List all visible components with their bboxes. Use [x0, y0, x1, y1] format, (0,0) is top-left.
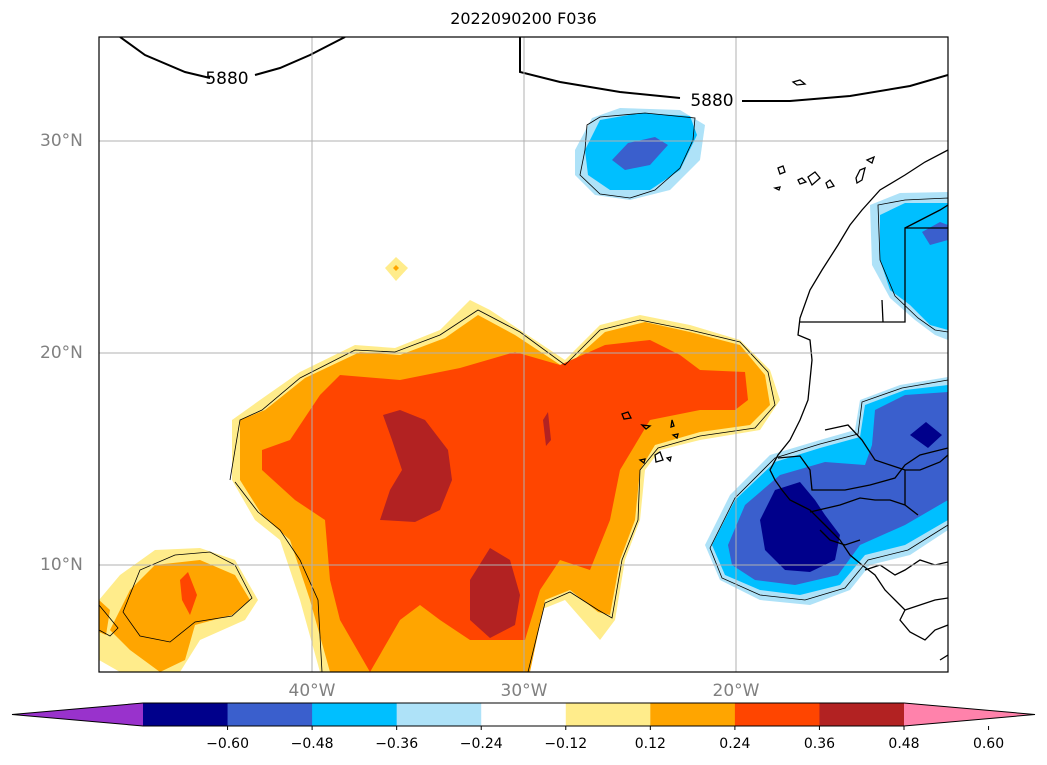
anomaly--0.48-region [760, 482, 840, 572]
anomaly-field [99, 37, 948, 672]
colorbar-swatch [650, 703, 736, 726]
grid-lines [99, 37, 948, 672]
lon-label: 20°W [712, 681, 760, 701]
colorbar-tick-label: −0.12 [544, 736, 588, 752]
colorbar [11, 702, 1036, 730]
coastline [621, 79, 948, 661]
colorbar-swatch [565, 703, 651, 726]
anomaly-0.48-region [543, 412, 551, 446]
anomaly-0.36-region [262, 340, 748, 672]
colorbar-tick-label: 0.12 [634, 736, 666, 752]
anomaly-0.24-region [110, 560, 250, 672]
colorbar-tick-label: −0.48 [290, 736, 334, 752]
colorbar-tick-label: 0.60 [972, 736, 1005, 752]
colorbar-swatch [143, 703, 229, 726]
lon-label: 40°W [288, 681, 336, 701]
colorbar-tick-label: 0.24 [719, 736, 751, 752]
colorbar-swatch [819, 703, 905, 726]
colorbar-swatch [396, 703, 482, 726]
plot-frame [98, 36, 949, 673]
height-contour-5880 [119, 37, 948, 102]
colorbar-swatch [227, 703, 313, 726]
anomaly--0.48-region [910, 422, 942, 448]
colorbar-extend-high [904, 703, 1035, 726]
colorbar-tick-label: −0.60 [206, 736, 249, 752]
contour-label: 5880 [690, 91, 733, 111]
colorbar-swatch [734, 703, 820, 726]
lat-label: 20°N [40, 343, 83, 363]
anomaly-0.36-region [180, 572, 197, 615]
colorbar-tick-label: −0.36 [375, 736, 419, 752]
anomaly-0.48-region [380, 410, 452, 522]
anomaly--0.36-region [612, 137, 668, 170]
colorbar-tick-label: −0.24 [459, 736, 503, 752]
colorbar-outline [11, 702, 1036, 727]
colorbar-swatch [312, 703, 398, 726]
anomaly-0.48-region [470, 548, 520, 638]
colorbar-tick-label: 0.36 [803, 736, 836, 752]
colorbar-tick-label: 0.48 [888, 736, 920, 752]
anomaly-0.24-region [393, 265, 399, 271]
contour-label: 5880 [205, 69, 248, 89]
lat-label: 10°N [40, 555, 83, 575]
anomaly-outline [99, 112, 948, 672]
lat-label: 30°N [40, 131, 83, 151]
map-title: 2022090200 F036 [450, 9, 597, 28]
colorbar-extend-low [12, 703, 143, 726]
lon-label: 30°W [500, 681, 548, 701]
colorbar-swatch [481, 703, 567, 726]
